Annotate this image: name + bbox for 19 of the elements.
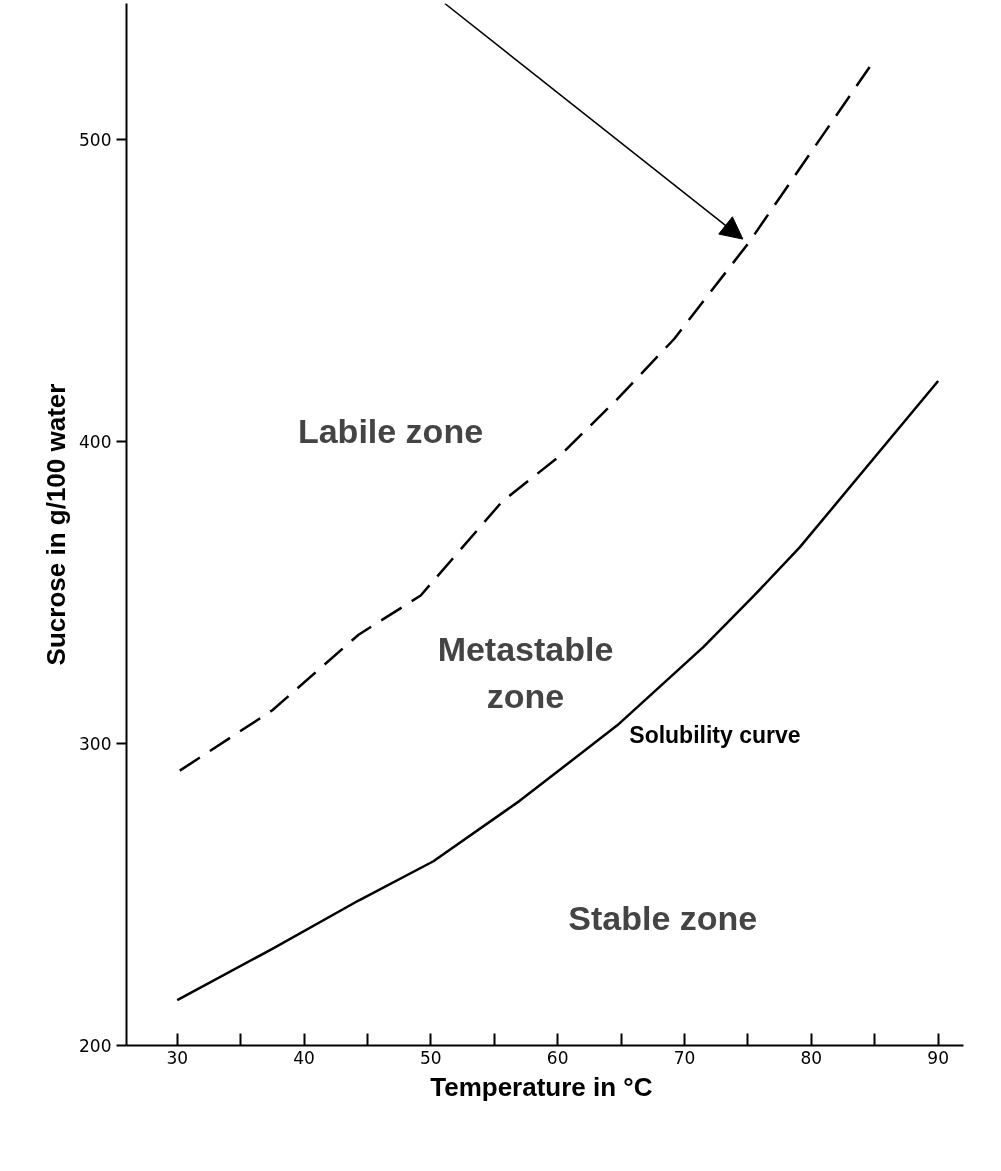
- y-tick-label: 200: [79, 1036, 112, 1056]
- x-tick-label: 80: [800, 1047, 823, 1068]
- x-tick-label: 70: [673, 1047, 696, 1068]
- x-tick-label: 30: [166, 1047, 189, 1068]
- x-tick-label: 90: [927, 1047, 949, 1068]
- x-tick-label: 40: [293, 1047, 315, 1068]
- series-label: Solubility curve: [629, 722, 801, 749]
- y-tick-label: 300: [79, 733, 112, 754]
- line-series: [175, 379, 940, 1002]
- annotation: Metastable zone: [437, 629, 614, 716]
- y-axis-title: Sucrose in g/100 water: [41, 383, 72, 666]
- x-tick-label: 50: [420, 1047, 442, 1068]
- x-tick-label: 60: [546, 1047, 569, 1068]
- x-axis-title: Temperature in °C: [430, 1071, 653, 1102]
- y-tick-label: 400: [79, 431, 112, 452]
- y-tick-label: 500: [79, 129, 112, 150]
- annotation: Stable zone: [568, 898, 758, 937]
- annotation: Labile zone: [297, 411, 484, 450]
- line-series: [178, 65, 871, 772]
